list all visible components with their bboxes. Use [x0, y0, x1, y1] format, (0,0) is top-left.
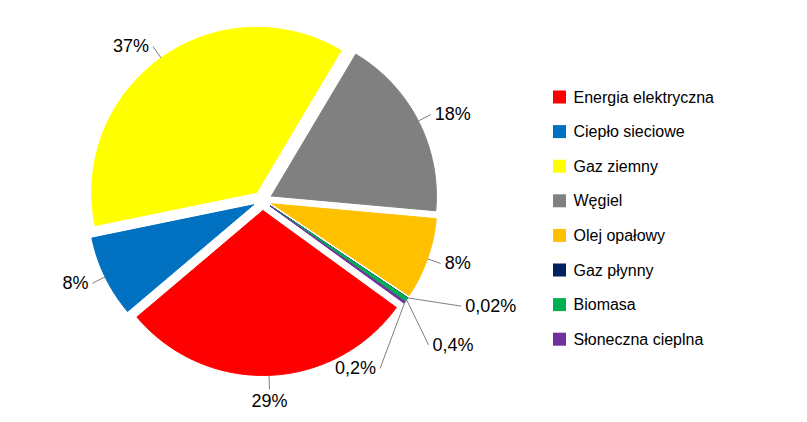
svg-text:Słoneczna cieplna: Słoneczna cieplna	[574, 331, 704, 348]
svg-text:Energia elektryczna: Energia elektryczna	[574, 89, 715, 106]
svg-text:8%: 8%	[445, 253, 471, 273]
svg-text:Węgiel: Węgiel	[574, 192, 623, 209]
svg-text:0,02%: 0,02%	[465, 296, 516, 316]
svg-text:37%: 37%	[113, 36, 149, 56]
svg-text:0,4%: 0,4%	[433, 335, 474, 355]
svg-text:Gaz ziemny: Gaz ziemny	[574, 158, 658, 175]
svg-text:18%: 18%	[435, 104, 471, 124]
svg-text:Olej opałowy: Olej opałowy	[574, 227, 666, 244]
svg-text:8%: 8%	[63, 273, 89, 293]
svg-text:Biomasa: Biomasa	[574, 296, 636, 313]
svg-text:Gaz płynny: Gaz płynny	[574, 262, 654, 279]
svg-text:29%: 29%	[251, 391, 287, 411]
svg-text:Ciepło sieciowe: Ciepło sieciowe	[574, 123, 685, 140]
svg-text:0,2%: 0,2%	[335, 358, 376, 378]
